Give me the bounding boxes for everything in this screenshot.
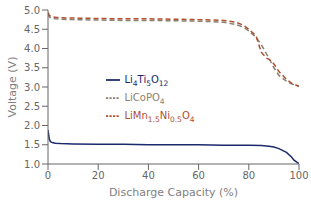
svg-text:2.5: 2.5	[24, 101, 40, 112]
svg-text:1.0: 1.0	[24, 159, 40, 170]
svg-text:4.0: 4.0	[24, 43, 40, 54]
svg-text:2.0: 2.0	[24, 120, 40, 131]
svg-text:5.0: 5.0	[24, 5, 40, 16]
html-text:LiMn1.5Ni0.5O4: LiMn1.5Ni0.5O4	[124, 110, 195, 124]
svg-text:80: 80	[242, 170, 255, 181]
svg-text:60: 60	[192, 170, 205, 181]
svg-text:Discharge Capacity (%): Discharge Capacity (%)	[109, 186, 238, 199]
svg-text:40: 40	[142, 170, 155, 181]
html-text:Li4Ti5O12: Li4Ti5O12	[124, 74, 169, 88]
html-text:LiCoPO4: LiCoPO4	[124, 92, 165, 106]
svg-text:3.5: 3.5	[24, 62, 40, 73]
svg-text:0: 0	[45, 170, 51, 181]
svg-text:100: 100	[289, 170, 303, 181]
svg-text:Voltage (V): Voltage (V)	[8, 57, 19, 118]
svg-text:3.0: 3.0	[24, 82, 40, 93]
svg-text:4.5: 4.5	[24, 24, 40, 35]
svg-text:1.5: 1.5	[24, 139, 40, 150]
svg-text:20: 20	[92, 170, 105, 181]
